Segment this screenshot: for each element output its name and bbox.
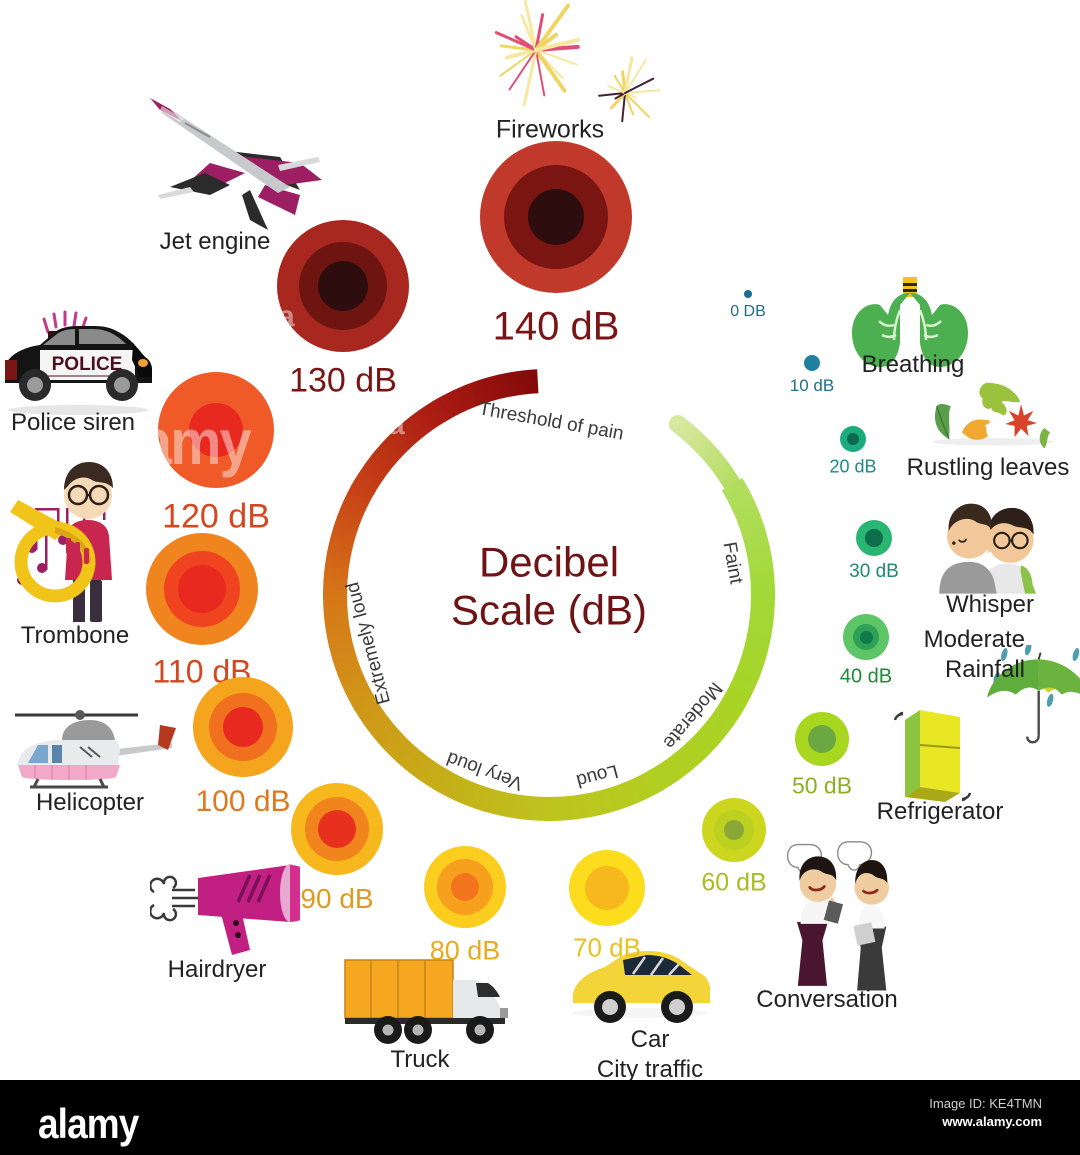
svg-text:POLICE: POLICE (52, 354, 123, 375)
